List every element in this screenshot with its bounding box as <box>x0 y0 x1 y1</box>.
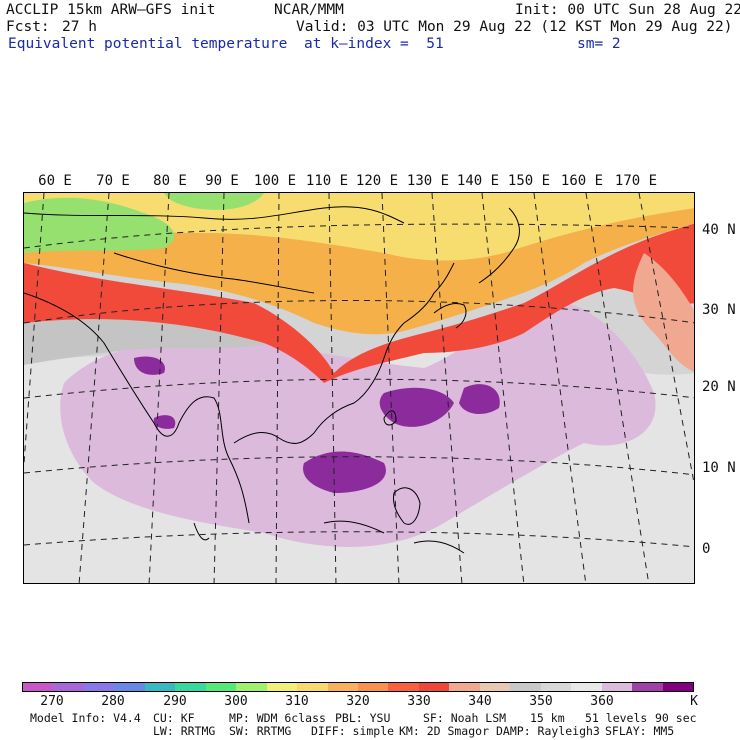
yellow-region <box>24 193 694 261</box>
lon-label: 140 E <box>456 173 500 189</box>
colorbar-label: 320 <box>346 694 370 709</box>
purple-patch <box>134 356 165 375</box>
lon-label: 170 E <box>614 173 658 189</box>
lon-label: 120 E <box>355 173 399 189</box>
colorbar-swatch <box>449 683 480 691</box>
colorbar-label: 350 <box>529 694 553 709</box>
colorbar-swatch <box>418 683 450 691</box>
lat-label: 30 N <box>702 302 736 318</box>
pbl-scheme: PBL: YSU <box>335 711 391 725</box>
colorbar <box>22 682 694 692</box>
colorbar-swatch <box>266 683 298 691</box>
colorbar-swatch <box>236 683 267 691</box>
colorbar-label: 300 <box>224 694 248 709</box>
lat-label: 40 N <box>702 222 736 238</box>
green-region <box>24 197 175 253</box>
purple-patch <box>303 451 386 493</box>
colorbar-swatch <box>388 683 419 691</box>
lilac-region <box>60 301 656 547</box>
lon-label: 90 E <box>205 173 239 189</box>
levels: 51 levels <box>585 711 648 725</box>
colorbar-swatch <box>175 683 206 691</box>
theta-e-map[interactable] <box>23 192 695 584</box>
coastlines <box>24 206 520 554</box>
colorbar-swatch <box>601 683 633 691</box>
colorbar-label: 310 <box>285 694 309 709</box>
model-version: Model Info: V4.4 <box>30 711 141 725</box>
colorbar-swatch <box>297 683 328 691</box>
lat-label: 10 N <box>702 460 736 476</box>
colorbar-swatch <box>479 683 511 691</box>
colorbar-swatch <box>632 683 663 691</box>
colorbar-swatch <box>540 683 572 691</box>
lon-label: 60 E <box>38 173 72 189</box>
fcst-value: 27 h <box>62 19 97 35</box>
km-scheme: KM: 2D Smagor <box>399 724 490 738</box>
colorbar-swatch <box>83 683 115 691</box>
map-canvas <box>24 193 694 583</box>
model-title: ACCLIP 15km ARW–GFS init <box>6 2 216 18</box>
lon-label: 100 E <box>253 173 297 189</box>
colorbar-label: 270 <box>40 694 64 709</box>
colorbar-swatch <box>205 683 237 691</box>
hot-band <box>24 223 694 383</box>
green-region <box>164 193 264 210</box>
valid-time: Valid: 03 UTC Mon 29 Aug 22 (12 KST Mon … <box>296 19 733 35</box>
colorbar-label: 360 <box>590 694 614 709</box>
lon-label: 150 E <box>507 173 551 189</box>
lon-label: 130 E <box>406 173 450 189</box>
sf-scheme: SF: Noah LSM <box>423 711 507 725</box>
colorbar-label: 290 <box>163 694 187 709</box>
mp-scheme: MP: WDM 6class <box>229 711 326 725</box>
lon-label: 110 E <box>305 173 349 189</box>
purple-patch <box>379 387 454 427</box>
colorbar-swatch <box>357 683 389 691</box>
colorbar-label: 280 <box>101 694 125 709</box>
cu-scheme: CU: KF <box>153 711 195 725</box>
lon-label: 160 E <box>560 173 604 189</box>
lon-label: 80 E <box>153 173 187 189</box>
field-name: Equivalent potential temperature <box>8 36 288 52</box>
colorbar-swatch <box>53 683 84 691</box>
colorbar-label: 340 <box>468 694 492 709</box>
colorbar-label: 330 <box>407 694 431 709</box>
colorbar-swatch <box>662 683 693 691</box>
colorbar-swatch <box>114 683 145 691</box>
graticule <box>24 193 694 583</box>
smoothing: sm= 2 <box>577 36 621 52</box>
purple-patch <box>459 384 500 415</box>
colorbar-swatch <box>571 683 602 691</box>
colorbar-swatch <box>510 683 541 691</box>
center-name: NCAR/MMM <box>274 2 344 18</box>
colorbar-unit: K <box>690 694 698 709</box>
lat-label: 20 N <box>702 379 736 395</box>
colorbar-swatch <box>23 683 54 691</box>
diff-scheme: DIFF: simple <box>311 724 395 738</box>
sw-scheme: SW: RRTMG <box>229 724 292 738</box>
timestep: 90 sec <box>655 711 697 725</box>
init-time: Init: 00 UTC Sun 28 Aug 22 <box>515 2 740 18</box>
fcst-label: Fcst: <box>6 19 50 35</box>
lw-scheme: LW: RRTMG <box>153 724 216 738</box>
level-index: at k–index = 51 <box>304 36 444 52</box>
colorbar-swatch <box>327 683 358 691</box>
resolution: 15 km <box>530 711 565 725</box>
purple-patch <box>153 415 176 429</box>
damp-scheme: DAMP: Rayleigh3 <box>496 724 600 738</box>
lat-label: 0 <box>702 541 711 557</box>
peach-fringe <box>633 253 694 372</box>
colorbar-swatch <box>144 683 176 691</box>
sflay-scheme: SFLAY: MM5 <box>605 724 675 738</box>
lon-label: 70 E <box>96 173 130 189</box>
